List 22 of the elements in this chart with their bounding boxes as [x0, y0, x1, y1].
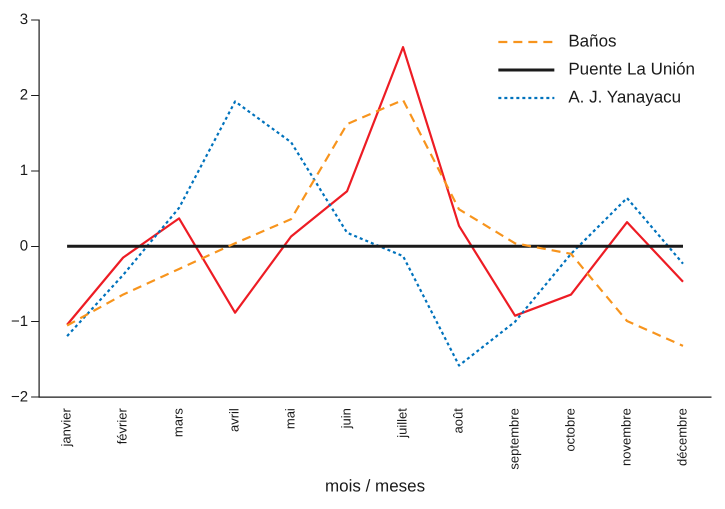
x-tick-label: juin: [338, 408, 354, 430]
legend-label: A. J. Yanayacu: [568, 88, 682, 107]
x-tick-label: avril: [226, 408, 242, 432]
x-tick-label: juillet: [394, 408, 410, 439]
x-tick-label: novembre: [618, 408, 634, 466]
x-tick-label: septembre: [506, 408, 522, 470]
x-tick-label: mai: [282, 408, 298, 430]
y-tick-label: −2: [10, 388, 28, 406]
legend-label: Puente La Unión: [568, 60, 696, 79]
x-tick-label: mars: [170, 408, 186, 438]
y-tick-label: −1: [10, 312, 28, 330]
x-tick-label: février: [114, 408, 130, 444]
y-tick-label: 0: [20, 237, 28, 254]
x-tick-label: octobre: [562, 408, 578, 452]
legend-label: Baños: [568, 32, 617, 51]
x-tick-label: décembre: [674, 408, 690, 466]
x-tick-label: août: [450, 408, 466, 434]
x-axis-title: mois / meses: [324, 476, 426, 496]
x-tick-label: janvier: [58, 408, 74, 448]
y-tick-label: 2: [20, 86, 28, 104]
y-tick-label: 3: [20, 11, 28, 28]
y-tick-label: 1: [20, 162, 28, 180]
